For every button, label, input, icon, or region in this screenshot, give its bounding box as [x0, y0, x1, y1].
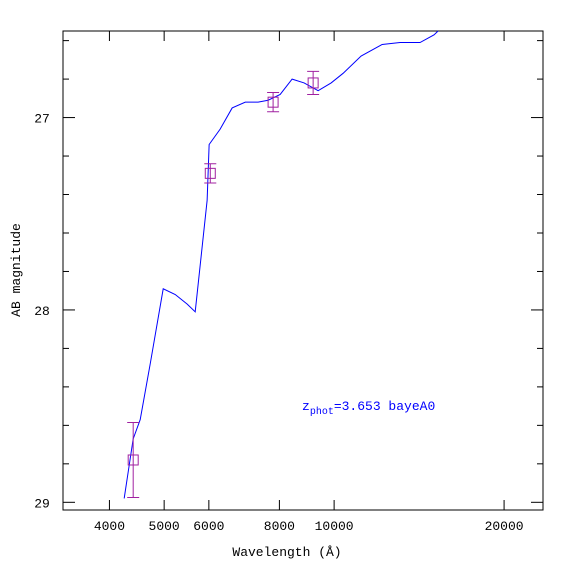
y-tick-label: 27 [34, 112, 50, 127]
annotation: zphot=3.653 bayeA0 [302, 399, 435, 418]
annotation-main: z [302, 399, 310, 414]
error-bar [127, 421, 140, 498]
photometry-point [267, 96, 279, 108]
x-tick-label: 10000 [315, 519, 354, 534]
x-tick-label: 20000 [485, 519, 524, 534]
x-axis-label: Wavelength (Å) [232, 545, 341, 560]
annotation-sub: phot [310, 406, 334, 418]
plot-frame [62, 30, 544, 511]
error-bar [267, 92, 280, 113]
model-spectrum [123, 30, 439, 499]
error-bar [307, 70, 320, 95]
x-tick-label: 5000 [149, 519, 180, 534]
annotation-rest: =3.653 bayeA0 [334, 399, 435, 414]
y-tick-label: 29 [34, 496, 50, 511]
error-bar [204, 163, 217, 184]
x-tick-label: 8000 [264, 519, 295, 534]
photometry-point [127, 454, 139, 466]
y-tick-label: 28 [34, 304, 50, 319]
photometry-point [307, 77, 319, 89]
y-axis-label: AB magnitude [9, 223, 24, 317]
x-tick-label: 6000 [193, 519, 224, 534]
x-tick-label: 4000 [94, 519, 125, 534]
photometry-point [204, 167, 216, 179]
